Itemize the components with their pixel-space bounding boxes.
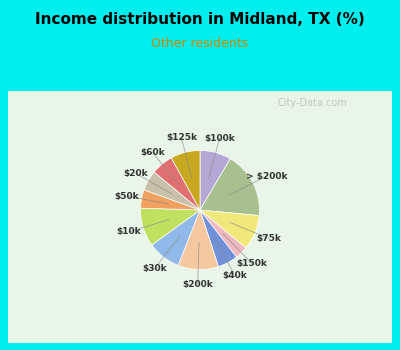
Text: City-Data.com: City-Data.com bbox=[277, 98, 347, 108]
FancyBboxPatch shape bbox=[8, 91, 392, 343]
Text: $50k: $50k bbox=[115, 191, 139, 201]
Wedge shape bbox=[200, 210, 236, 267]
Text: $60k: $60k bbox=[140, 148, 165, 157]
Text: $75k: $75k bbox=[256, 234, 281, 243]
Text: $200k: $200k bbox=[182, 280, 213, 289]
Text: $150k: $150k bbox=[236, 259, 267, 268]
Text: Income distribution in Midland, TX (%): Income distribution in Midland, TX (%) bbox=[35, 12, 365, 27]
Text: $20k: $20k bbox=[123, 169, 148, 178]
Text: $10k: $10k bbox=[117, 228, 141, 236]
Wedge shape bbox=[154, 158, 200, 210]
Text: $40k: $40k bbox=[222, 271, 247, 280]
Wedge shape bbox=[200, 210, 246, 257]
Wedge shape bbox=[178, 210, 218, 270]
Wedge shape bbox=[152, 210, 200, 265]
Wedge shape bbox=[171, 150, 200, 210]
Wedge shape bbox=[200, 159, 260, 216]
Text: $125k: $125k bbox=[166, 133, 197, 142]
Text: Other residents: Other residents bbox=[152, 37, 248, 50]
Wedge shape bbox=[140, 190, 200, 210]
Wedge shape bbox=[144, 172, 200, 210]
Text: > $200k: > $200k bbox=[246, 172, 287, 181]
Text: $30k: $30k bbox=[142, 264, 167, 273]
Wedge shape bbox=[200, 210, 259, 248]
Text: $100k: $100k bbox=[204, 134, 235, 143]
Wedge shape bbox=[200, 150, 230, 210]
Wedge shape bbox=[140, 208, 200, 245]
